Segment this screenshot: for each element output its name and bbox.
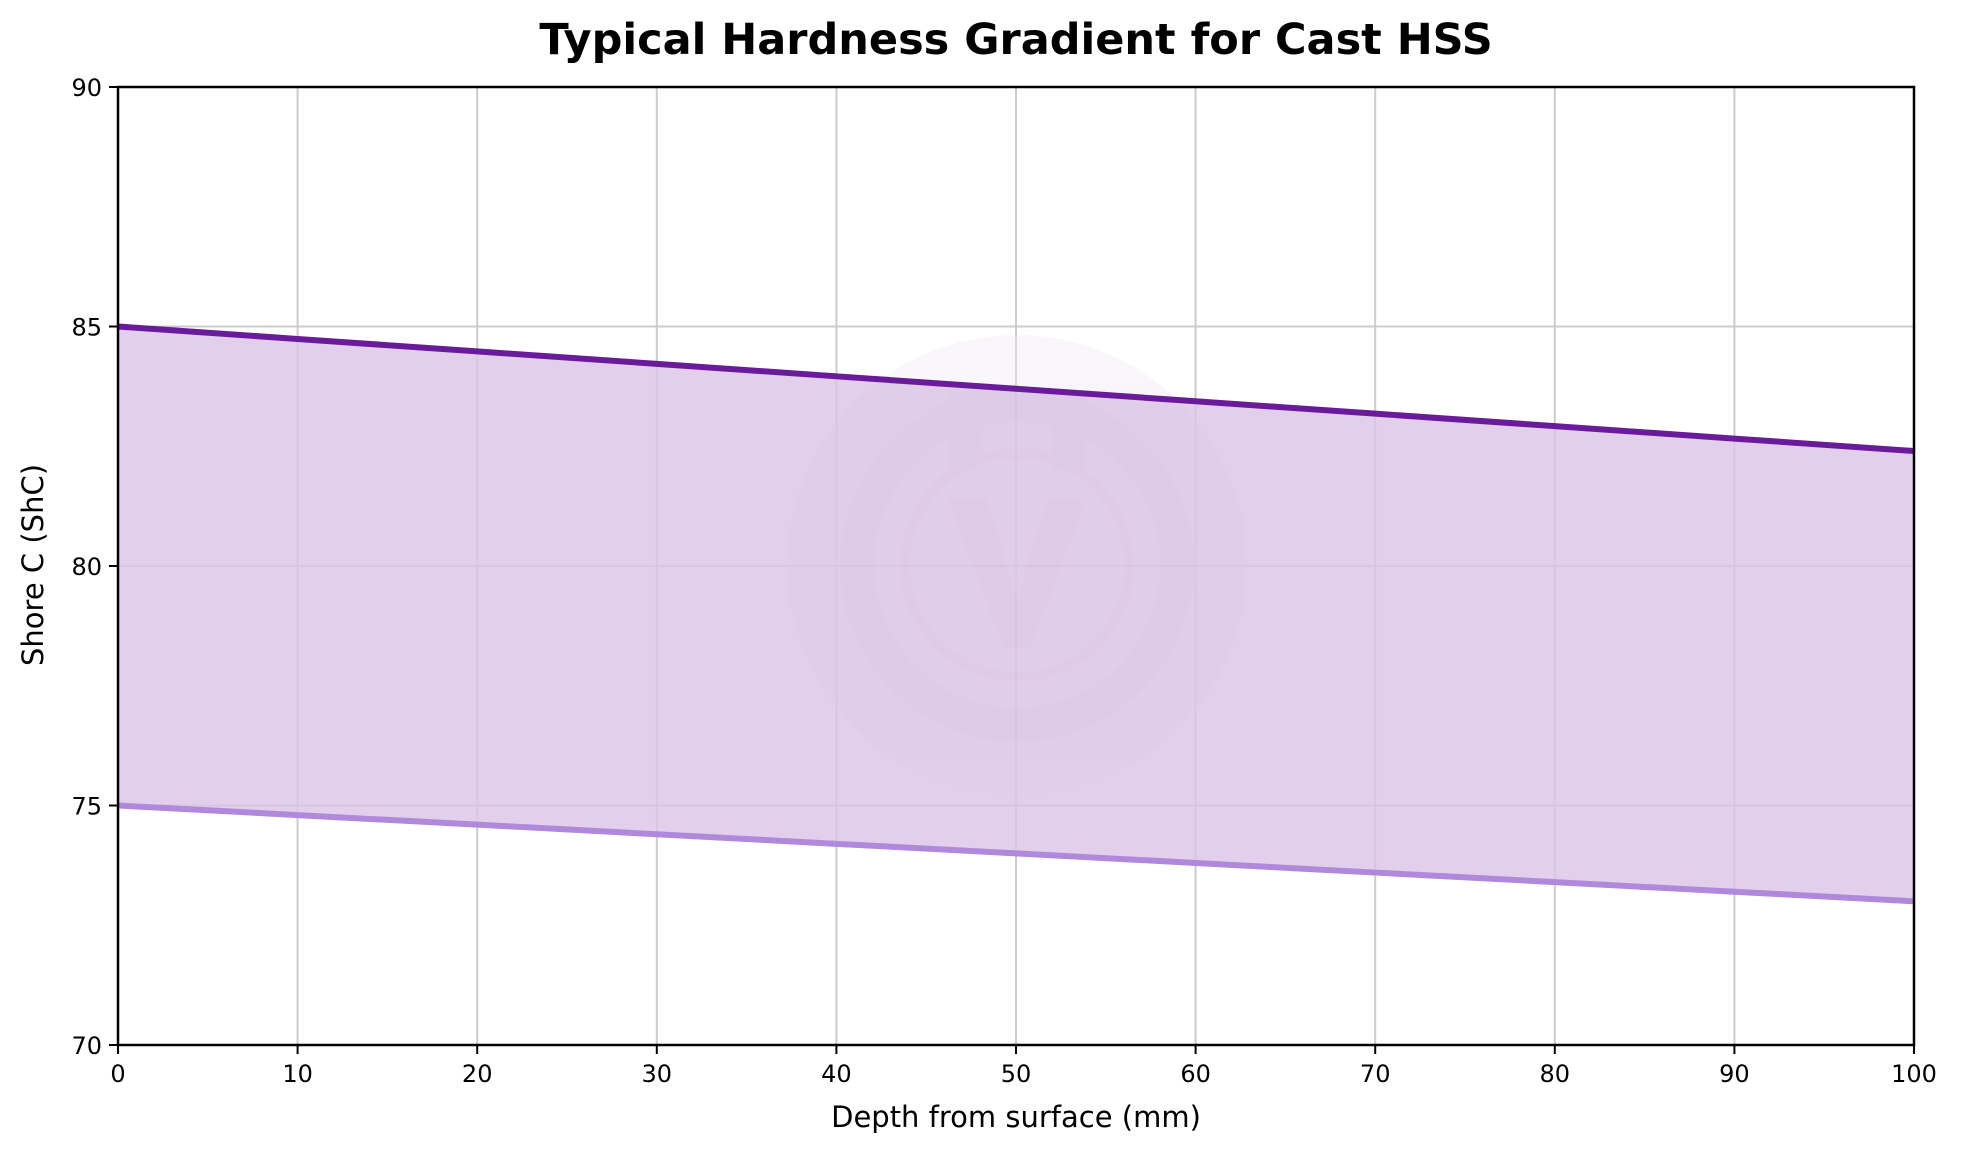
x-axis: 0 10 20 30 40 50 60 70 80 90 100 <box>110 1045 1937 1088</box>
range-band <box>118 326 1914 902</box>
y-tick-label: 70 <box>71 1032 102 1060</box>
x-tick-label: 10 <box>282 1060 313 1088</box>
y-tick-label: 85 <box>71 314 102 342</box>
y-tick-label: 80 <box>71 553 102 581</box>
x-tick-label: 20 <box>462 1060 493 1088</box>
x-tick-label: 0 <box>110 1060 125 1088</box>
chart-title: Typical Hardness Gradient for Cast HSS <box>539 15 1492 65</box>
y-axis: 70 75 80 85 90 <box>71 74 118 1060</box>
lower-bound-line <box>117 802 1915 905</box>
y-tick-label: 90 <box>71 74 102 102</box>
x-tick-label: 60 <box>1180 1060 1211 1088</box>
upper-bound-line <box>117 323 1915 455</box>
x-tick-label: 50 <box>1001 1060 1032 1088</box>
x-tick-label: 30 <box>642 1060 673 1088</box>
x-tick-label: 90 <box>1719 1060 1750 1088</box>
x-tick-label: 100 <box>1891 1060 1937 1088</box>
x-tick-label: 70 <box>1360 1060 1391 1088</box>
x-tick-label: 80 <box>1540 1060 1571 1088</box>
x-axis-label: Depth from surface (mm) <box>831 1100 1201 1134</box>
y-axis-label: Shore C (ShC) <box>16 464 50 666</box>
x-tick-label: 40 <box>821 1060 852 1088</box>
y-tick-label: 75 <box>71 793 102 821</box>
